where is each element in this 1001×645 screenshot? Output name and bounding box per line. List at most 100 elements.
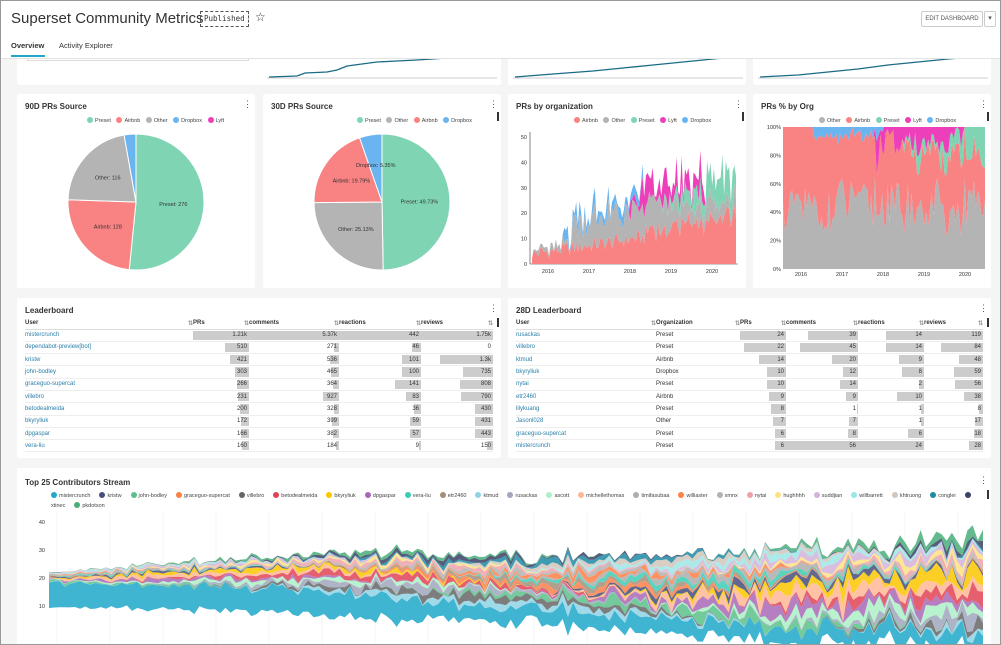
more-icon[interactable]: ⋮ [734, 99, 743, 109]
legend-item[interactable]: nytai [746, 492, 766, 499]
table-row[interactable]: graceguo-supercat Preset 6 8 6 18 [516, 427, 983, 441]
scrollbar[interactable] [497, 112, 499, 121]
user-link[interactable]: Jasonl028 [516, 415, 656, 428]
table-row[interactable]: dpgaspar 166 382 57 443 [25, 427, 493, 441]
legend-item[interactable]: dpgaspar [364, 492, 396, 499]
column-header-comments[interactable]: comments ⇅ [786, 318, 858, 330]
user-link[interactable]: nytai [516, 378, 656, 391]
table-row[interactable]: bkyryliuk Dropbox 10 12 8 59 [516, 365, 983, 379]
column-header-comments[interactable]: comments ⇅ [249, 318, 339, 330]
legend-item[interactable]: bkyryliuk [326, 492, 356, 499]
column-header-user[interactable]: User ⇅ [516, 318, 656, 330]
legend-item[interactable]: williaster [678, 492, 708, 499]
table-row[interactable]: kristw 421 536 101 1.3k [25, 353, 493, 367]
legend-item[interactable]: Other [145, 117, 168, 124]
user-link[interactable]: villebro [516, 341, 656, 355]
table-row[interactable]: john-bodley 303 465 100 735 [25, 365, 493, 379]
column-header-prs[interactable]: PRs ⇅ [740, 318, 786, 330]
legend-item[interactable]: rusackas [507, 492, 537, 499]
legend-item[interactable]: xtinec [51, 492, 973, 509]
table-row[interactable]: nytai Preset 10 14 2 56 [516, 378, 983, 391]
legend-item[interactable]: suddjian [813, 492, 842, 499]
scrollbar[interactable] [987, 318, 989, 327]
chevron-down-icon[interactable]: ▾ [984, 11, 996, 27]
star-icon[interactable]: ☆ [255, 10, 266, 24]
user-link[interactable]: graceguo-supercat [25, 378, 193, 391]
column-header-reactions[interactable]: reactions ⇅ [858, 318, 924, 330]
legend-item[interactable]: ktmud [475, 492, 498, 499]
legend-item[interactable]: Dropbox [443, 117, 472, 124]
user-link[interactable]: dependabot-preview[bot] [25, 341, 193, 355]
legend-item[interactable]: graceguo-supercat [175, 492, 230, 499]
user-link[interactable]: john-bodley [25, 365, 193, 379]
table-row[interactable]: etr2460 Airbnb 9 9 10 38 [516, 390, 983, 404]
edit-dashboard-button[interactable]: EDIT DASHBOARD [921, 11, 983, 27]
legend-item[interactable]: kristw [99, 492, 122, 499]
column-header-reviews[interactable]: reviews ⇅ [924, 318, 983, 330]
legend-item[interactable]: pkdotson [74, 502, 105, 509]
legend-item[interactable]: timifasubaa [633, 492, 669, 499]
column-header-organization[interactable]: Organization ⇅ [656, 318, 740, 330]
legend-item[interactable]: ascott [546, 492, 569, 499]
scrollbar[interactable] [497, 318, 499, 327]
legend-item[interactable]: Preset [357, 117, 381, 124]
legend-item[interactable]: Other [386, 117, 408, 124]
user-link[interactable]: kristw [25, 353, 193, 367]
table-row[interactable]: villebro Preset 22 45 14 84 [516, 341, 983, 355]
legend-item[interactable]: villebro [238, 492, 264, 499]
table-row[interactable]: rusackas Preset 24 39 14 119 [516, 329, 983, 342]
user-link[interactable]: betodealmeida [25, 402, 193, 416]
tab-activity-explorer[interactable]: Activity Explorer [59, 41, 113, 50]
legend-item[interactable]: Dropbox [682, 117, 711, 124]
legend-item[interactable]: Dropbox [173, 117, 202, 124]
table-row[interactable]: mistercrunch Preset 6 56 24 28 [516, 439, 983, 453]
user-link[interactable]: mistercrunch [516, 439, 656, 453]
table-row[interactable]: betodealmeida 200 328 36 430 [25, 402, 493, 416]
tab-overview[interactable]: Overview [11, 41, 45, 50]
column-header-reactions[interactable]: reactions ⇅ [339, 318, 421, 330]
legend-item[interactable]: Preset [875, 117, 900, 124]
scrollbar[interactable] [987, 490, 989, 499]
legend-item[interactable]: Lyft [207, 117, 224, 124]
legend-item[interactable]: Airbnb [574, 117, 598, 124]
scrollbar[interactable] [742, 112, 744, 121]
user-link[interactable]: rusackas [516, 329, 656, 342]
table-row[interactable]: bkyryliuk 172 399 59 431 [25, 415, 493, 428]
user-link[interactable]: bkyryliuk [25, 415, 193, 428]
user-link[interactable]: graceguo-supercat [516, 427, 656, 441]
table-row[interactable]: ktmud Airbnb 14 20 9 48 [516, 353, 983, 367]
legend-item[interactable]: willbarrett [851, 492, 883, 499]
legend-item[interactable]: Airbnb [413, 117, 438, 124]
legend-item[interactable]: Preset [630, 117, 655, 124]
legend-item[interactable]: Other [603, 117, 625, 124]
table-row[interactable]: lilykuang Preset 8 1 1 8 [516, 402, 983, 416]
column-header-reviews[interactable]: reviews ⇅ [421, 318, 493, 330]
legend-item[interactable]: Airbnb [116, 117, 140, 124]
user-link[interactable]: bkyryliuk [516, 365, 656, 379]
legend-item[interactable]: Lyft [660, 117, 677, 124]
legend-item[interactable]: Preset [87, 117, 111, 124]
more-icon[interactable]: ⋮ [243, 99, 252, 109]
more-icon[interactable]: ⋮ [979, 99, 988, 109]
legend-item[interactable]: hughhhh [775, 492, 805, 499]
legend-item[interactable]: john-bodley [130, 492, 167, 499]
user-link[interactable]: ktmud [516, 353, 656, 367]
legend-item[interactable]: michellethomas [578, 492, 624, 499]
legend-item[interactable]: xmnx [716, 492, 738, 499]
table-row[interactable]: Jasonl028 Other 7 7 1 17 [516, 415, 983, 428]
legend-item[interactable]: mistercrunch [51, 492, 90, 499]
more-icon[interactable]: ⋮ [489, 303, 498, 313]
table-row[interactable]: vera-liu 160 184 9 150 [25, 439, 493, 453]
table-row[interactable]: dependabot-preview[bot] 510 271 46 0 [25, 341, 493, 355]
legend-item[interactable]: vera-liu [404, 492, 431, 499]
user-link[interactable]: villebro [25, 390, 193, 404]
legend-item[interactable]: etr2460 [439, 492, 466, 499]
legend-item[interactable]: Other [819, 117, 841, 124]
user-link[interactable]: dpgaspar [25, 427, 193, 441]
legend-item[interactable]: betodealmeida [273, 492, 317, 499]
column-header-user[interactable]: User ⇅ [25, 318, 193, 330]
user-link[interactable]: etr2460 [516, 390, 656, 404]
table-row[interactable]: mistercrunch 1.21k 5.37k 442 1.75k [25, 329, 493, 342]
user-link[interactable]: vera-liu [25, 439, 193, 453]
table-row[interactable]: graceguo-supercat 266 364 141 808 [25, 378, 493, 391]
